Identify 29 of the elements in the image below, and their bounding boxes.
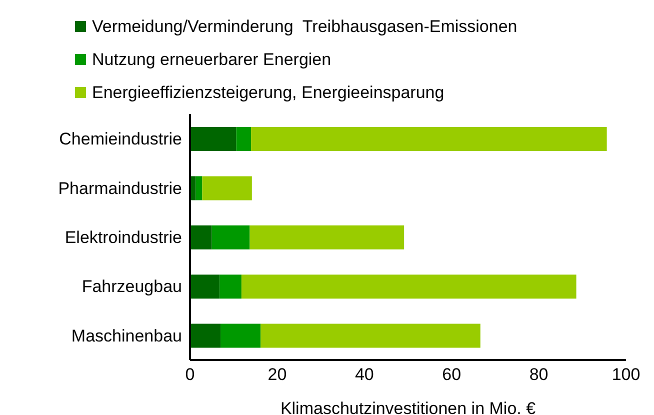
bar xyxy=(236,127,252,151)
bar xyxy=(196,176,202,200)
bar xyxy=(190,127,236,151)
y-tick-label: Elektroindustrie xyxy=(64,228,182,248)
bar xyxy=(190,324,221,348)
bar xyxy=(220,324,261,348)
x-tick-label: 100 xyxy=(612,365,640,384)
x-tick-label: 60 xyxy=(442,365,462,384)
x-axis-title: Klimaschutzinvestitionen in Mio. € xyxy=(280,399,536,415)
bar xyxy=(190,274,220,299)
legend-label: Vermeidung/Verminderung Treibhausgasen-Emissionen xyxy=(92,16,518,36)
bar xyxy=(212,225,250,250)
bar xyxy=(220,274,242,299)
x-tick-label: 40 xyxy=(354,365,374,384)
bar xyxy=(251,127,607,151)
legend-label: Nutzung erneuerbarer Energien xyxy=(92,50,332,70)
y-tick-label: Maschinenbau xyxy=(71,326,182,346)
y-tick-label: Pharmaindustrie xyxy=(58,178,182,198)
bar xyxy=(190,225,212,250)
bar xyxy=(202,176,252,200)
bar xyxy=(241,274,576,299)
bar xyxy=(250,225,404,250)
bar xyxy=(260,324,480,348)
x-tick-label: 80 xyxy=(529,365,548,384)
y-tick-label: Fahrzeugbau xyxy=(82,277,182,296)
x-tick-label: 0 xyxy=(185,365,195,384)
x-tick-label: 20 xyxy=(268,365,287,384)
legend-label: Energieeffizienzsteigerung, Energieeinsparung xyxy=(92,82,444,102)
y-tick-label: Chemieindustrie xyxy=(59,130,182,149)
